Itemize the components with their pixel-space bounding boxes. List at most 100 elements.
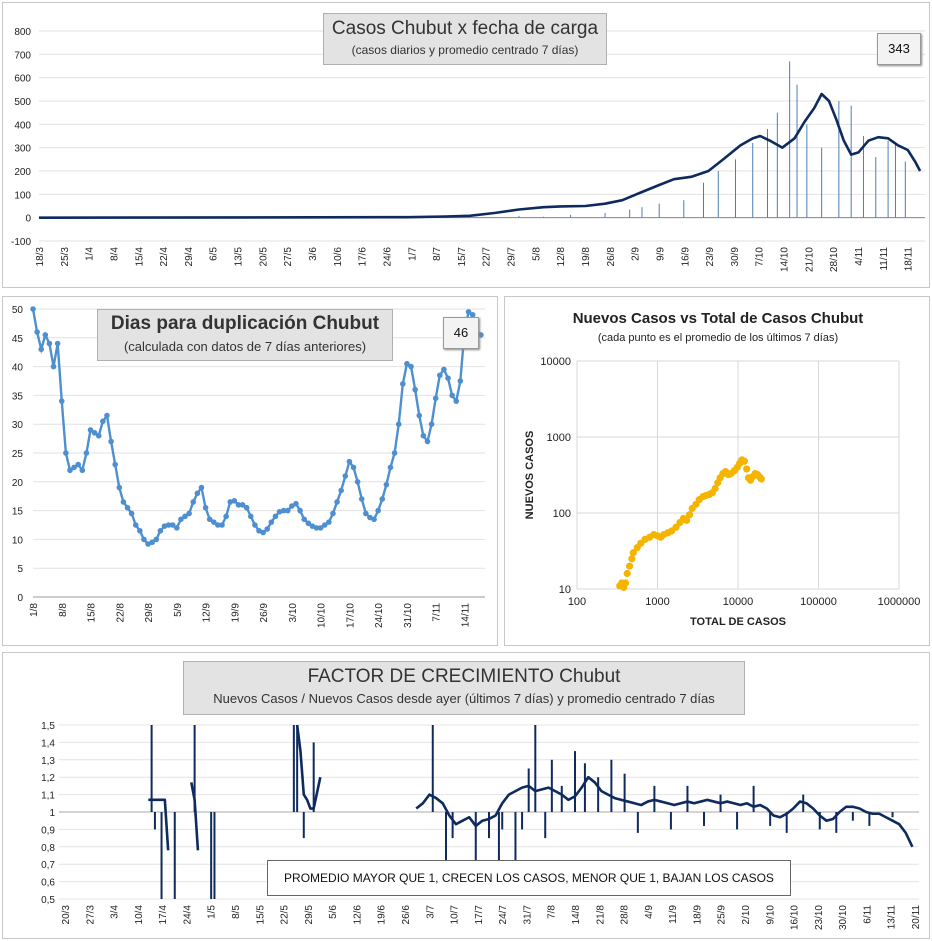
nuevos-vs-total-chart: Nuevos Casos vs Total de Casos Chubut (ca… xyxy=(524,310,920,628)
duplicacion-xtick-label: 26/9 xyxy=(259,603,270,623)
scatter-point xyxy=(743,465,751,473)
duplicacion-point xyxy=(198,484,205,491)
factor-xtick-label: 20/3 xyxy=(61,905,72,925)
casos-xtick-label: 29/4 xyxy=(184,247,195,267)
factor-xtick-label: 13/11 xyxy=(887,905,898,930)
casos-xtick-label: 27/5 xyxy=(283,247,294,267)
factor-xtick-label: 24/4 xyxy=(182,905,193,925)
casos-xtick-label: 21/10 xyxy=(804,247,815,272)
duplicacion-xtick-label: 12/9 xyxy=(202,603,213,623)
duplicacion-point xyxy=(87,427,94,433)
scatter-title: Nuevos Casos vs Total de Casos Chubut xyxy=(573,310,864,327)
duplicacion-ytick-label: 0 xyxy=(17,593,23,604)
duplicacion-point xyxy=(363,510,369,517)
factor-chart-panel: 0,5 0,6 0,7 0,8 0,9 1 1,1 1,2 1,3 1,4 1,5 20/3 27/3 3… xyxy=(2,652,930,939)
factor-ytick-label: 0,6 xyxy=(41,878,55,889)
duplicacion-point xyxy=(194,490,201,497)
duplicacion-xtick-label: 22/8 xyxy=(115,603,126,623)
factor-xtick-label: 8/5 xyxy=(231,905,242,919)
scatter-xtick-label: 10000 xyxy=(723,596,754,608)
duplicacion-xtick-label: 19/9 xyxy=(230,603,241,623)
duplicacion-point xyxy=(95,432,102,439)
casos-badge: 343 xyxy=(877,33,921,65)
nuevos-vs-total-panel: Nuevos Casos vs Total de Casos Chubut (ca… xyxy=(504,296,930,646)
casos-xtick-label: 7/10 xyxy=(755,247,766,267)
duplicacion-point xyxy=(313,525,320,531)
factor-avg-line xyxy=(190,782,200,851)
duplicacion-point xyxy=(346,458,353,465)
duplicacion-point xyxy=(137,527,143,534)
duplicacion-point xyxy=(354,479,361,485)
factor-xtick-label: 21/8 xyxy=(595,905,606,925)
duplicacion-xtick-label: 31/10 xyxy=(403,603,414,628)
duplicacion-point xyxy=(441,366,447,373)
duplicacion-point xyxy=(358,496,365,502)
duplicacion-point xyxy=(284,507,291,514)
factor-xtick-label: 16/10 xyxy=(790,905,801,930)
duplicacion-point xyxy=(223,513,229,520)
scatter-point xyxy=(740,457,748,465)
duplicacion-line xyxy=(31,308,482,546)
duplicacion-point xyxy=(42,332,49,338)
duplicacion-point xyxy=(465,309,472,315)
duplicacion-point xyxy=(432,395,439,402)
scatter-point xyxy=(683,516,691,524)
factor-xtick-label: 12/6 xyxy=(352,905,363,925)
factor-ytick-label: 1,2 xyxy=(41,773,55,784)
duplicacion-point xyxy=(100,418,106,425)
casos-subtitle: (casos diarios y promedio centrado 7 día… xyxy=(351,43,579,57)
casos-xtick-label: 4/11 xyxy=(854,247,865,266)
duplicacion-point xyxy=(165,522,172,528)
scatter-ytick-label: 1000 xyxy=(547,432,571,444)
duplicacion-point xyxy=(317,525,324,531)
casos-xtick-label: 5/8 xyxy=(531,247,542,261)
duplicacion-title: Dias para duplicación Chubut xyxy=(110,313,380,334)
duplicacion-xtick-label: 7/11 xyxy=(432,603,443,622)
factor-xtick-label: 3/4 xyxy=(110,905,121,919)
casos-ytick-label: 0 xyxy=(25,214,31,225)
duplicacion-point xyxy=(478,332,484,338)
casos-ytick-label: 300 xyxy=(14,144,31,155)
factor-chart: 0,5 0,6 0,7 0,8 0,9 1 1,1 1,2 1,3 1,4 1,5 20/3 27/3 3… xyxy=(41,721,922,930)
duplicacion-point xyxy=(383,481,390,488)
factor-xtick-label: 24/7 xyxy=(498,905,509,925)
duplicacion-point xyxy=(252,522,258,528)
scatter-point xyxy=(757,475,765,483)
duplicacion-point xyxy=(235,502,242,508)
factor-xtick-label: 11/9 xyxy=(668,905,679,924)
duplicacion-point xyxy=(280,507,287,514)
factor-xtick-label: 18/9 xyxy=(692,905,703,925)
casos-xtick-label: 6/5 xyxy=(209,247,220,261)
scatter-point xyxy=(628,555,636,563)
duplicacion-point xyxy=(104,412,110,419)
duplicacion-point xyxy=(231,498,238,504)
casos-title-box: Casos Chubut x fecha de carga (casos dia… xyxy=(323,13,607,65)
duplicacion-point xyxy=(404,360,410,367)
casos-xtick-label: 1/7 xyxy=(407,247,418,261)
scatter-ylabel: NUEVOS CASOS xyxy=(524,431,536,520)
factor-ytick-label: 1,5 xyxy=(41,721,55,732)
duplicacion-xtick-label: 3/10 xyxy=(288,603,299,623)
duplicacion-ytick-label: 35 xyxy=(12,391,24,402)
factor-ytick-label: 0,9 xyxy=(41,825,55,836)
casos-xtick-label: 30/9 xyxy=(730,247,741,267)
duplicacion-point xyxy=(46,340,53,347)
casos-xtick-label: 8/4 xyxy=(109,247,120,261)
factor-xtick-label: 23/10 xyxy=(814,905,825,930)
duplicacion-point xyxy=(268,519,275,525)
duplicacion-ytick-label: 25 xyxy=(12,449,24,460)
factor-xtick-label: 14/8 xyxy=(571,905,582,925)
duplicacion-point xyxy=(108,438,114,445)
duplicacion-xtick-label: 24/10 xyxy=(374,603,385,628)
casos-ytick-label: 800 xyxy=(14,27,31,38)
duplicacion-point xyxy=(272,513,279,520)
factor-xtick-label: 19/6 xyxy=(377,905,388,925)
factor-xtick-label: 4/9 xyxy=(644,905,655,919)
duplicacion-title-box: Dias para duplicación Chubut (calculada … xyxy=(97,309,393,361)
duplicacion-point xyxy=(169,522,176,528)
factor-xtick-label: 29/5 xyxy=(304,905,315,925)
casos-xtick-label: 3/6 xyxy=(308,247,319,261)
casos-xtick-label: 10/6 xyxy=(333,247,344,267)
factor-xtick-label: 20/11 xyxy=(911,905,922,930)
duplicacion-point xyxy=(91,430,98,436)
